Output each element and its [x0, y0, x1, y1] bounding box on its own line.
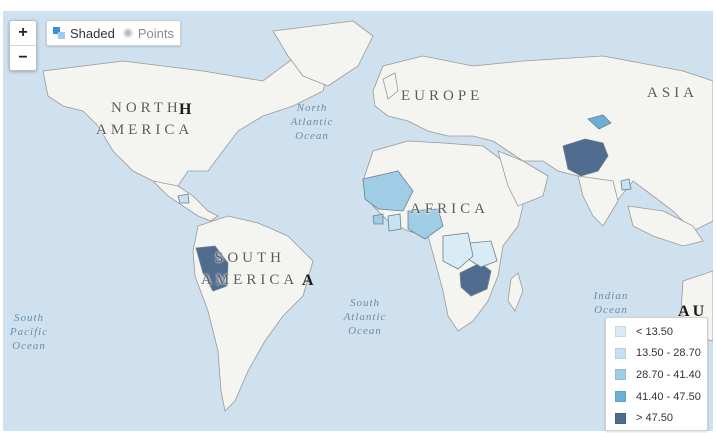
guatemala-shape [177, 193, 190, 204]
mali-shape [362, 170, 414, 212]
legend-item: 41.40 - 47.50 [606, 386, 707, 408]
sierra-leone-shape [372, 213, 384, 225]
zoom-control: + − [9, 20, 37, 71]
mode-shaded-option[interactable]: Shaded [53, 26, 115, 41]
label-europe: EUROPE [401, 88, 484, 104]
arabia-land [497, 150, 549, 207]
label-partial-au: A U [678, 303, 705, 320]
peru-shape [195, 245, 229, 292]
legend-label: 41.40 - 47.50 [636, 390, 701, 403]
nigeria-shape [407, 208, 444, 240]
legend: < 13.50 13.50 - 28.70 28.70 - 41.40 41.4… [605, 317, 708, 431]
legend-item: < 13.50 [606, 321, 707, 343]
legend-swatch [615, 391, 626, 403]
label-asia: ASIA [647, 85, 699, 101]
label-south-america-2: AMERICA [201, 272, 299, 288]
legend-item: > 47.50 [606, 407, 707, 429]
label-indian-ocean: Indian Ocean [593, 290, 629, 316]
legend-label: > 47.50 [636, 412, 674, 425]
legend-swatch [615, 326, 626, 338]
map-canvas[interactable] [3, 11, 713, 431]
choropleth-layer [177, 114, 632, 297]
legend-swatch [615, 347, 626, 359]
bangladesh-shape [620, 178, 632, 191]
points-icon [122, 28, 133, 38]
india-land [577, 175, 619, 227]
afghanistan-shape [562, 138, 609, 177]
zoom-in-button[interactable]: + [18, 24, 28, 41]
north-america-land [42, 50, 334, 192]
legend-swatch [615, 412, 626, 424]
label-south-atlantic: South Atlantic Ocean [343, 297, 387, 337]
drc-shape [442, 232, 474, 270]
world-map[interactable]: NORTH AMERICA H EUROPE ASIA AFRICA SOUTH… [3, 11, 713, 431]
legend-item: 28.70 - 41.40 [606, 364, 707, 386]
zoom-out-button[interactable]: − [10, 45, 36, 70]
greenland-land [272, 20, 374, 87]
uk-land [382, 72, 399, 100]
ghana-shape [387, 213, 402, 232]
legend-label: 28.70 - 41.40 [636, 368, 701, 381]
label-partial-a: A [302, 272, 314, 289]
madagascar-land [507, 272, 524, 312]
label-north-atlantic: North Atlantic Ocean [290, 102, 334, 142]
label-north-america-1: NORTH [111, 100, 182, 116]
legend-label: 13.50 - 28.70 [636, 347, 701, 360]
display-mode-toggle: Shaded Points [46, 20, 181, 46]
label-south-pacific: South Pacific Ocean [9, 312, 49, 352]
tajikistan-shape [587, 114, 612, 130]
mode-points-option[interactable]: Points [122, 25, 174, 41]
mode-shaded-label: Shaded [70, 25, 115, 41]
legend-label: < 13.50 [636, 325, 674, 338]
shaded-icon [53, 27, 65, 39]
label-south-america-1: SOUTH [215, 250, 286, 266]
label-north-america-2: AMERICA [96, 122, 194, 138]
mode-points-label: Points [137, 25, 174, 41]
label-partial-h: H [179, 101, 192, 118]
legend-item: 13.50 - 28.70 [606, 343, 707, 365]
south-america-land [192, 215, 314, 412]
label-africa: AFRICA [410, 201, 490, 217]
se-asia-land [627, 205, 704, 247]
legend-swatch [615, 369, 626, 381]
